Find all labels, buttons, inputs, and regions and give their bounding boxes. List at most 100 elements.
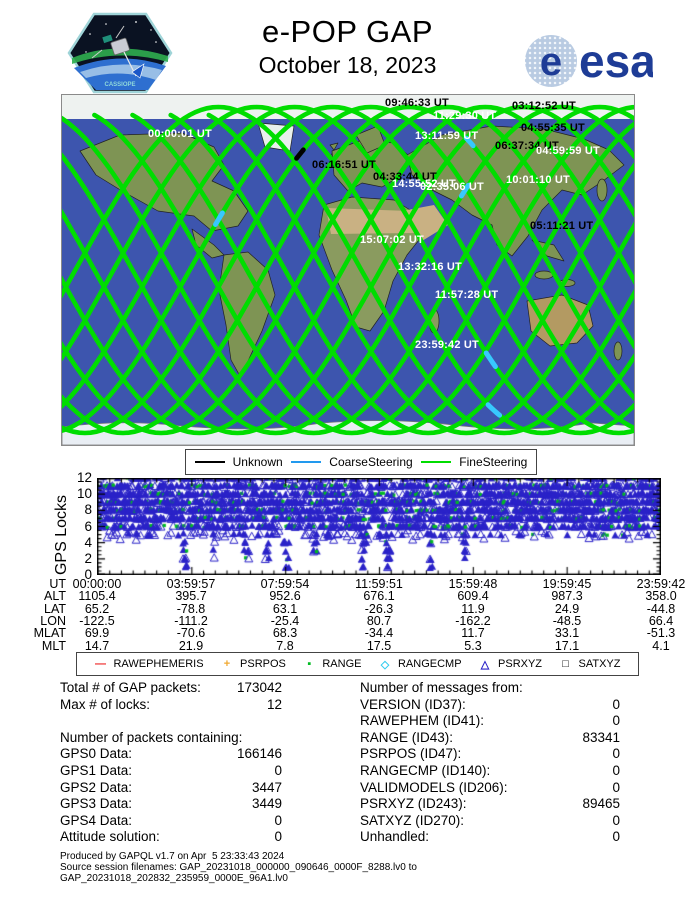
axis-value: 15:59:48 [448, 577, 498, 591]
map-time-label: 02:35:06 UT [420, 181, 484, 193]
map-time-label: 14:55:52 UT [392, 178, 456, 190]
stat-value: 0 [612, 713, 620, 729]
stat-value: 0 [612, 779, 620, 795]
map-time-label: 13:11:59 UT [415, 130, 479, 142]
map-time-label: 10:01:10 UT [506, 174, 570, 186]
y-tick-label: 8 [84, 502, 92, 518]
stat-label: GPS2 Data: [60, 779, 133, 795]
axis-value: -25.4 [270, 613, 300, 628]
orbit-track [206, 112, 634, 436]
legend-marker-icon: + [223, 658, 231, 670]
axis-value: 676.1 [363, 589, 395, 604]
esa-logo: e esa [525, 35, 653, 87]
patch-satellite-icon [91, 25, 137, 77]
orbit-track [62, 104, 634, 436]
y-tick-label: 12 [76, 470, 92, 485]
stat-value: 0 [612, 763, 620, 778]
orbit-track [62, 104, 634, 436]
map-time-label: 13:32:16 UT [398, 261, 462, 273]
legend-label: Unknown [232, 455, 283, 469]
y-tick-label: 2 [84, 550, 92, 566]
legend-label: CoarseSteering [329, 455, 413, 469]
orbit-track [62, 104, 634, 436]
ground-track-map: 00:00:01 UT 09:46:33 UT 11:29:30 UT 03:12:5… [61, 94, 635, 446]
axis-row-label-lon: LON [40, 613, 66, 628]
packet-legend-item: + PSRPOS [221, 658, 286, 670]
axis-row-label-lat: LAT [44, 601, 66, 616]
stat-label: VERSION (ID37): [360, 696, 466, 712]
world-map [62, 95, 634, 445]
axis-value: 24.9 [554, 601, 580, 616]
stat-label: GPS1 Data: [60, 763, 133, 778]
esa-wordmark: esa [579, 35, 653, 87]
axis-value: 5.3 [464, 638, 482, 653]
orbit-track [92, 104, 634, 436]
orbit-track [62, 104, 634, 436]
packet-legend-item: ▪ RANGE [303, 658, 361, 670]
orbit-track [62, 104, 634, 436]
steering-segment [485, 402, 503, 418]
axis-value: 7.8 [276, 638, 294, 653]
page-title: e-POP GAP [261, 14, 434, 49]
stat-value: 0 [274, 763, 282, 778]
patch-aurora [72, 48, 168, 64]
legend-label: RANGECMP [397, 658, 462, 670]
stat-value: 3447 [251, 779, 282, 795]
axis-value: 80.7 [366, 613, 392, 628]
stat-label: Max # of locks: [60, 696, 151, 712]
stat-label: Unhandled: [360, 829, 430, 845]
axis-value: -48.5 [552, 613, 582, 628]
axis-value: 33.1 [554, 626, 580, 641]
legend-marker-icon: □ [562, 658, 569, 670]
orbit-track [62, 104, 634, 436]
axis-value: 1105.4 [78, 589, 116, 604]
legend-marker-icon: △ [480, 658, 490, 671]
esa-globe-e: e [540, 40, 562, 84]
axis-value: 66.4 [648, 613, 674, 628]
map-time-label: 03:12:52 UT [512, 100, 576, 112]
map-time-label: 11:29:30 UT [433, 110, 497, 122]
axis-value: 17.1 [554, 638, 580, 653]
report-header: e-POP GAP October 18, 2023 [0, 14, 695, 79]
stat-value: 0 [612, 746, 620, 762]
map-time-label: 06:16:51 UT [312, 159, 376, 171]
map-time-label: 23:59:42 UT [415, 339, 479, 351]
packet-legend-item: — RAWEPHEMERIS [94, 658, 204, 670]
stat-label: GPS4 Data: [60, 812, 133, 828]
esa-globe-icon [525, 35, 577, 87]
legend-label: RAWEPHEMERIS [113, 658, 204, 670]
axis-value: 952.6 [269, 589, 301, 604]
stat-label: RANGECMP (ID140): [360, 763, 491, 778]
stat-value: 0 [274, 812, 282, 828]
axis-value: 00:00:00 [72, 577, 122, 591]
footer-line: GAP_20231018_202832_235959_0000E_96A1.lv… [60, 873, 288, 884]
orbit-track [130, 112, 634, 436]
stat-label: SATXYZ (ID270): [360, 812, 465, 828]
stat-label: RANGE (ID43): [360, 729, 454, 745]
axis-value: 07:59:54 [260, 577, 310, 591]
orbit-track [62, 104, 634, 436]
footer-line: Produced by GAPQL v1.7 on Apr 5 23:33:43… [60, 851, 285, 862]
stat-value: 89465 [582, 796, 620, 812]
axis-value: 358.0 [645, 589, 677, 604]
axis-value: 23:59:42 [636, 577, 686, 591]
axis-value: -26.3 [364, 601, 394, 616]
axis-value: -162.2 [455, 613, 491, 628]
map-time-label: 05:11:21 UT [530, 220, 594, 232]
legend-label: FineSteering [459, 455, 528, 469]
axis-row-label-ut: UT [49, 577, 66, 591]
stat-label: RAWEPHEM (ID41): [360, 713, 485, 729]
legend-label: RANGE [322, 658, 362, 670]
axis-value: 21.9 [178, 638, 204, 653]
packet-legend-item: △ PSRXYZ [479, 658, 542, 671]
y-tick-label: 0 [84, 567, 92, 582]
stat-value: 173042 [236, 680, 282, 695]
y-tick-label: 10 [76, 486, 92, 502]
legend-label: SATXYZ [578, 658, 621, 670]
axis-value: -70.6 [176, 626, 206, 641]
orbit-track [62, 104, 634, 436]
stat-label: Number of messages from: [360, 680, 523, 695]
legend-marker-icon: — [94, 658, 106, 670]
orbit-track [62, 104, 634, 436]
